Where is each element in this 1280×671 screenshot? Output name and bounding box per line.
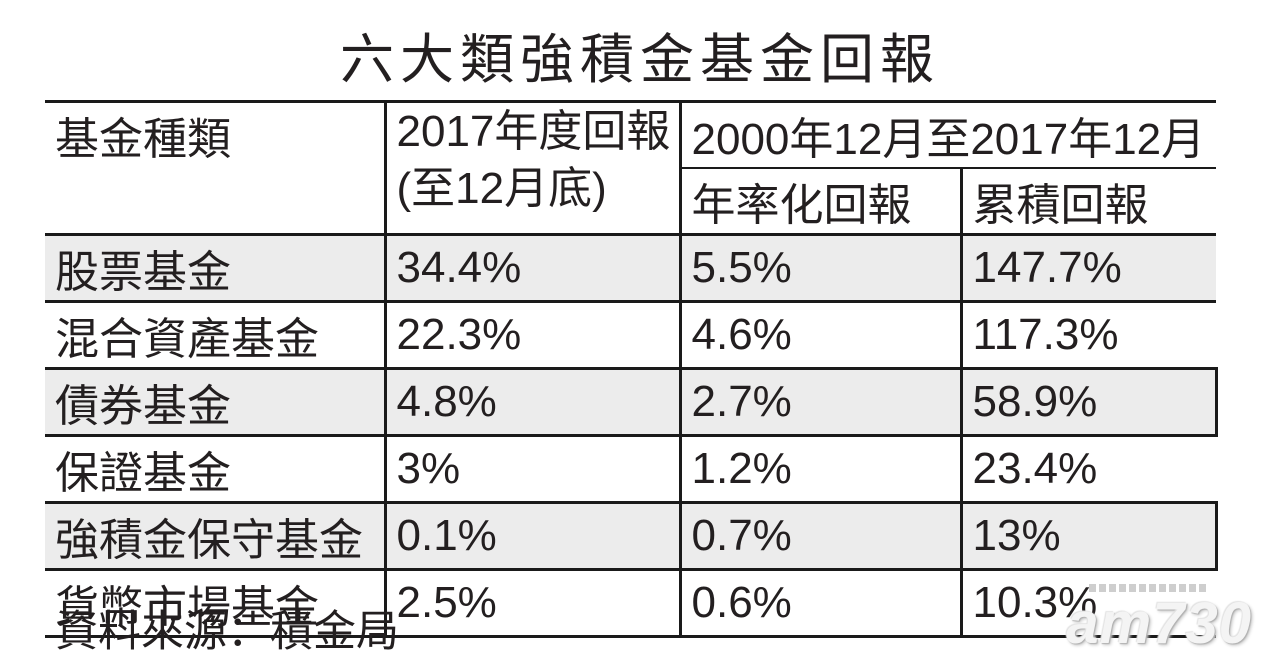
table-row: 債券基金 4.8% 2.7% 58.9% [45, 368, 1218, 437]
header-2017-return-line1: 2017年度回報 [396, 107, 671, 156]
header-annualized-return: 年率化回報 [680, 168, 963, 236]
am730-logo: am730 [1066, 591, 1252, 656]
cumulative-return-cell: 13% [961, 502, 1218, 571]
header-period-span: 2000年12月至2017年12月 [680, 101, 1216, 169]
annualized-return-cell: 1.2% [680, 435, 963, 504]
annualized-return-cell: 0.6% [680, 569, 963, 638]
header-2017-return: 2017年度回報 (至12月底) [385, 101, 682, 236]
cumulative-return-cell: 117.3% [961, 301, 1216, 370]
source-note: 資料來源：積金局 [55, 608, 399, 656]
table-row: 保證基金 3% 1.2% 23.4% [45, 435, 1216, 504]
page-title: 六大類強積金基金回報 [340, 30, 940, 90]
cumulative-return-cell: 10.3% [961, 569, 1216, 638]
fund-type-cell: 保證基金 [45, 435, 387, 504]
fund-type-cell: 強積金保守基金 [45, 502, 387, 571]
return-2017-cell: 22.3% [385, 301, 682, 370]
annualized-return-cell: 5.5% [680, 234, 963, 303]
header-row-top: 基金種類 2017年度回報 (至12月底) 2000年12月至2017年12月 [45, 101, 1216, 236]
return-2017-cell: 3% [385, 435, 682, 504]
fund-type-cell: 貨幣市場基金 [45, 569, 387, 638]
table-row: 股票基金 34.4% 5.5% 147.7% [45, 234, 1216, 303]
return-2017-cell: 34.4% [385, 234, 682, 303]
annualized-return-cell: 2.7% [680, 368, 963, 437]
header-row-sub: 年率化回報 累積回報 [45, 168, 1216, 236]
header-2017-return-line2: (至12月底) [396, 164, 607, 214]
cumulative-return-cell: 58.9% [961, 368, 1218, 437]
table-row: 強積金保守基金 0.1% 0.7% 13% [45, 502, 1218, 571]
watermark-fine-print [1089, 584, 1207, 592]
cumulative-return-cell: 147.7% [961, 234, 1216, 303]
fund-type-cell: 股票基金 [45, 234, 387, 303]
return-2017-cell: 0.1% [385, 502, 682, 571]
table-row: 混合資產基金 22.3% 4.6% 117.3% [45, 301, 1216, 370]
fund-type-cell: 債券基金 [45, 368, 387, 437]
annualized-return-cell: 0.7% [680, 502, 963, 571]
header-cumulative-return: 累積回報 [961, 168, 1216, 236]
fund-type-cell: 混合資產基金 [45, 301, 387, 370]
return-2017-cell: 2.5% [385, 569, 682, 638]
am730-watermark: am730 [1066, 584, 1252, 653]
header-fund-type: 基金種類 [45, 101, 387, 236]
cumulative-return-cell: 23.4% [961, 435, 1216, 504]
return-2017-cell: 4.8% [385, 368, 682, 437]
returns-table: 基金種類 2017年度回報 (至12月底) 2000年12月至2017年12月 … [45, 100, 1218, 638]
table-row: 貨幣市場基金 2.5% 0.6% 10.3% [45, 569, 1216, 638]
annualized-return-cell: 4.6% [680, 301, 963, 370]
